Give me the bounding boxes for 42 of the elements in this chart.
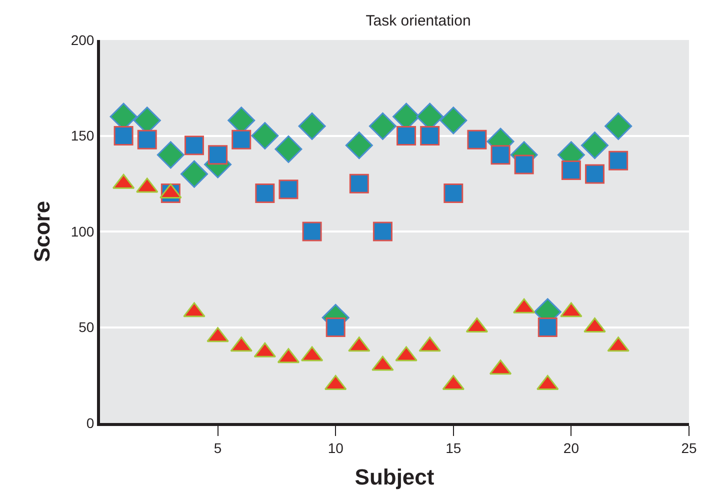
x-tick-label: 10 [328,440,344,456]
point [156,141,184,169]
point [255,183,275,203]
point [114,126,134,146]
point [298,112,326,140]
point [490,145,510,165]
point [368,112,396,140]
point [608,150,628,170]
chart-title: Task orientation [366,12,471,30]
point [180,160,208,188]
point [274,135,302,163]
point [467,130,487,150]
point [585,164,605,184]
point [420,126,440,146]
y-tick-label: 100 [70,223,94,240]
point [137,130,157,150]
point [349,174,369,194]
y-tick-label: 200 [70,32,94,48]
x-tick-label: 5 [214,440,222,456]
point [604,112,632,140]
point [345,132,373,160]
x-axis-title: Subject [354,464,435,490]
y-tick-label: 0 [86,414,94,431]
point [302,222,322,242]
point [581,132,609,160]
point [514,154,534,174]
point [232,130,252,150]
point [440,106,468,134]
point [372,222,392,242]
x-tick-label: 20 [563,440,580,456]
y-tick-label: 150 [70,128,94,144]
point [278,180,298,200]
x-tick-label: 25 [681,440,697,456]
point [561,160,581,180]
point [184,136,204,156]
point [208,145,228,165]
x-tick-label: 15 [446,440,462,456]
y-axis-title: Score [30,200,55,262]
point [396,126,416,146]
y-tick-label: 50 [78,319,94,336]
point [444,183,464,203]
point [251,122,279,150]
